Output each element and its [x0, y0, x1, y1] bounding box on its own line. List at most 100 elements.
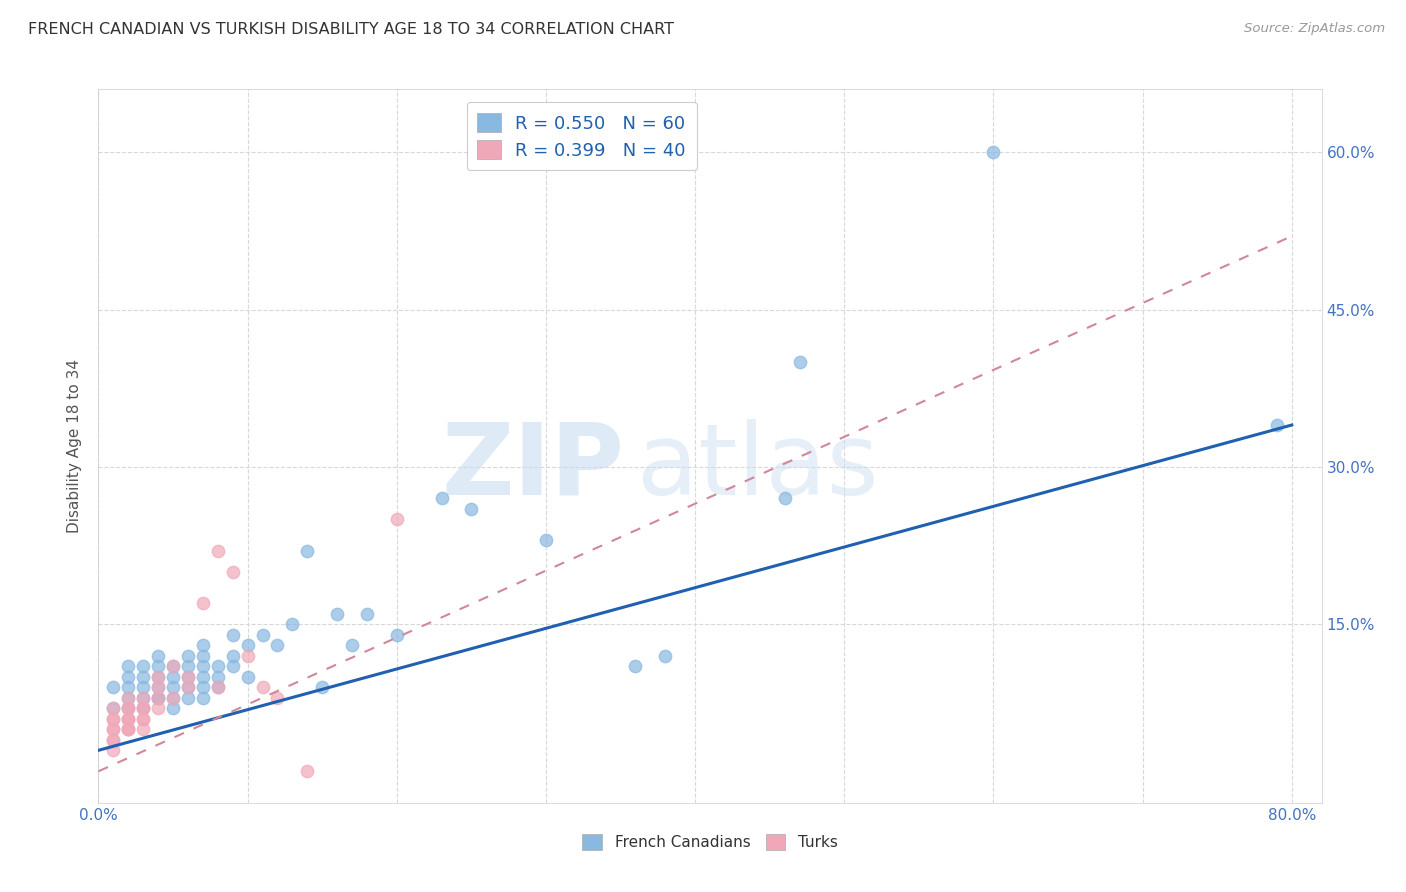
Point: [297, 544, 319, 558]
Point: [356, 607, 378, 621]
Point: [311, 681, 333, 695]
Point: [177, 681, 200, 695]
Point: [117, 712, 139, 726]
Point: [773, 491, 796, 506]
Point: [162, 659, 184, 673]
Point: [103, 712, 125, 726]
Point: [162, 690, 184, 705]
Point: [252, 628, 274, 642]
Point: [146, 701, 169, 715]
Point: [103, 723, 125, 737]
Point: [177, 670, 200, 684]
Point: [207, 681, 229, 695]
Point: [103, 712, 125, 726]
Point: [103, 701, 125, 715]
Point: [146, 681, 169, 695]
Point: [132, 690, 155, 705]
Point: [430, 491, 453, 506]
Point: [177, 659, 200, 673]
Point: [534, 533, 557, 548]
Point: [103, 681, 125, 695]
Point: [207, 544, 229, 558]
Text: FRENCH CANADIAN VS TURKISH DISABILITY AGE 18 TO 34 CORRELATION CHART: FRENCH CANADIAN VS TURKISH DISABILITY AG…: [28, 22, 673, 37]
Text: ZIP: ZIP: [441, 419, 624, 516]
Point: [191, 659, 214, 673]
Point: [103, 723, 125, 737]
Point: [177, 670, 200, 684]
Point: [654, 648, 676, 663]
Point: [326, 607, 349, 621]
Point: [146, 690, 169, 705]
Point: [117, 690, 139, 705]
Point: [177, 690, 200, 705]
Point: [117, 723, 139, 737]
Point: [266, 639, 288, 653]
Point: [221, 659, 243, 673]
Point: [281, 617, 304, 632]
Point: [132, 690, 155, 705]
Point: [132, 712, 155, 726]
Point: [177, 648, 200, 663]
Point: [191, 681, 214, 695]
Point: [117, 712, 139, 726]
Point: [624, 659, 647, 673]
Point: [117, 659, 139, 673]
Point: [191, 639, 214, 653]
Legend: French Canadians, Turks: French Canadians, Turks: [574, 824, 846, 859]
Point: [132, 659, 155, 673]
Point: [191, 670, 214, 684]
Point: [132, 701, 155, 715]
Point: [1265, 417, 1288, 432]
Point: [460, 502, 482, 516]
Point: [297, 764, 319, 779]
Point: [162, 659, 184, 673]
Point: [789, 355, 811, 369]
Point: [132, 681, 155, 695]
Point: [132, 670, 155, 684]
Point: [132, 701, 155, 715]
Point: [207, 670, 229, 684]
Point: [162, 690, 184, 705]
Text: atlas: atlas: [637, 419, 879, 516]
Point: [117, 690, 139, 705]
Point: [236, 670, 259, 684]
Point: [191, 648, 214, 663]
Point: [207, 681, 229, 695]
Point: [236, 639, 259, 653]
Point: [117, 723, 139, 737]
Point: [146, 659, 169, 673]
Point: [103, 732, 125, 747]
Point: [117, 723, 139, 737]
Point: [221, 565, 243, 579]
Point: [117, 701, 139, 715]
Point: [117, 681, 139, 695]
Point: [117, 701, 139, 715]
Point: [266, 690, 288, 705]
Point: [385, 628, 408, 642]
Point: [146, 690, 169, 705]
Point: [132, 723, 155, 737]
Point: [340, 639, 363, 653]
Point: [146, 690, 169, 705]
Point: [146, 670, 169, 684]
Point: [207, 659, 229, 673]
Point: [162, 681, 184, 695]
Point: [146, 670, 169, 684]
Point: [191, 690, 214, 705]
Point: [221, 628, 243, 642]
Point: [117, 670, 139, 684]
Point: [132, 712, 155, 726]
Point: [103, 701, 125, 715]
Point: [162, 670, 184, 684]
Point: [177, 681, 200, 695]
Point: [191, 596, 214, 610]
Point: [103, 743, 125, 757]
Y-axis label: Disability Age 18 to 34: Disability Age 18 to 34: [67, 359, 83, 533]
Point: [983, 145, 1005, 160]
Point: [117, 701, 139, 715]
Text: Source: ZipAtlas.com: Source: ZipAtlas.com: [1244, 22, 1385, 36]
Point: [252, 681, 274, 695]
Point: [146, 681, 169, 695]
Point: [221, 648, 243, 663]
Point: [132, 701, 155, 715]
